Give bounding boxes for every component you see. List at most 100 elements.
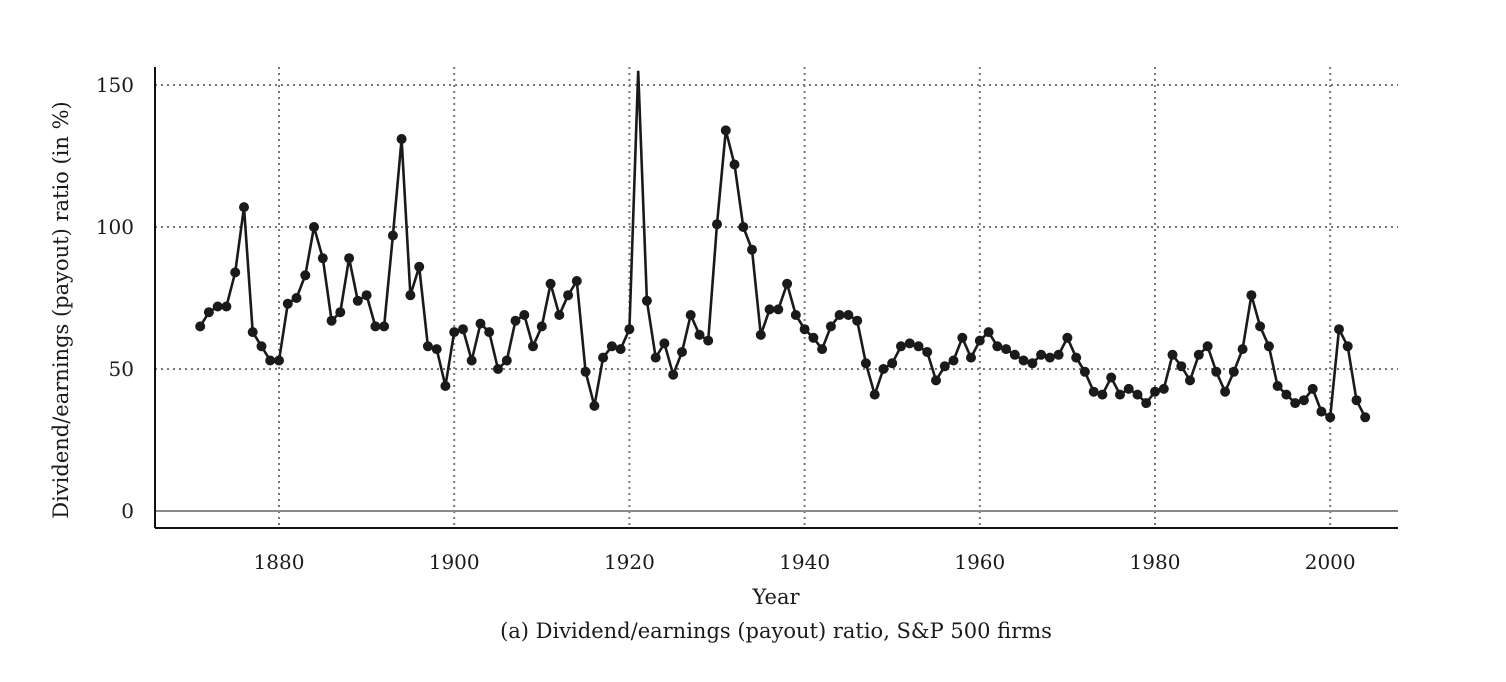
data-point bbox=[370, 321, 381, 332]
data-point bbox=[589, 400, 600, 411]
data-point bbox=[703, 335, 714, 346]
data-point bbox=[379, 321, 390, 332]
data-point bbox=[974, 335, 985, 346]
data-point bbox=[274, 355, 284, 366]
data-point bbox=[729, 159, 740, 170]
data-point bbox=[458, 324, 468, 335]
data-point bbox=[519, 310, 530, 320]
data-point bbox=[1123, 383, 1134, 394]
chart-caption: (a) Dividend/earnings (payout) ratio, S&… bbox=[500, 619, 1052, 643]
data-point bbox=[396, 134, 407, 144]
data-point bbox=[291, 293, 302, 303]
y-tick-label: 50 bbox=[109, 357, 134, 381]
data-point bbox=[1158, 383, 1169, 394]
data-point bbox=[896, 341, 906, 352]
data-point bbox=[720, 125, 731, 136]
data-point bbox=[580, 366, 591, 377]
data-point bbox=[755, 329, 766, 340]
y-tick-label: 0 bbox=[121, 499, 134, 523]
data-point bbox=[440, 381, 451, 391]
y-tick-labels: 0 50 100 150 bbox=[96, 73, 134, 523]
data-point bbox=[1351, 395, 1362, 406]
data-point bbox=[1009, 349, 1020, 360]
data-point bbox=[1237, 344, 1248, 355]
data-point bbox=[563, 290, 574, 301]
data-point bbox=[1325, 412, 1336, 423]
x-tick-label: 1920 bbox=[604, 550, 655, 574]
data-point bbox=[904, 338, 915, 349]
x-tick-label: 2000 bbox=[1305, 550, 1356, 574]
data-point bbox=[624, 324, 635, 335]
x-tick-label: 1940 bbox=[779, 550, 830, 574]
data-point bbox=[265, 355, 276, 366]
data-point bbox=[1290, 398, 1301, 409]
data-point bbox=[212, 301, 223, 312]
data-point bbox=[694, 329, 705, 340]
data-point bbox=[606, 341, 617, 352]
data-point bbox=[493, 364, 503, 374]
data-point bbox=[571, 276, 582, 286]
data-point bbox=[913, 341, 924, 352]
data-point bbox=[466, 355, 477, 366]
data-point bbox=[1071, 352, 1082, 363]
data-point bbox=[869, 389, 880, 400]
data-point bbox=[790, 310, 801, 320]
data-point bbox=[1263, 341, 1274, 352]
data-point bbox=[948, 355, 959, 366]
data-point bbox=[1272, 381, 1283, 391]
data-point bbox=[352, 295, 363, 306]
data-point bbox=[1088, 386, 1099, 397]
axes bbox=[154, 67, 1398, 529]
data-point bbox=[221, 301, 232, 312]
data-point bbox=[860, 358, 871, 369]
data-point bbox=[449, 327, 460, 338]
data-point bbox=[677, 347, 687, 357]
data-point bbox=[545, 278, 556, 289]
data-point bbox=[1132, 389, 1143, 400]
data-point bbox=[1115, 389, 1125, 400]
data-point bbox=[887, 358, 898, 369]
data-point bbox=[1001, 344, 1012, 355]
data-point bbox=[1097, 389, 1108, 400]
payout-series bbox=[195, 70, 1371, 423]
data-point bbox=[939, 361, 950, 372]
data-point bbox=[317, 253, 328, 264]
data-point bbox=[834, 310, 845, 320]
y-tick-label: 100 bbox=[96, 215, 134, 239]
data-point bbox=[1202, 341, 1213, 352]
data-point bbox=[1246, 290, 1257, 301]
y-axis-title: Dividend/earnings (payout) ratio (in %) bbox=[49, 101, 73, 518]
x-tick-label: 1880 bbox=[254, 550, 305, 574]
data-point bbox=[239, 202, 249, 213]
data-point bbox=[825, 321, 836, 332]
data-point bbox=[1316, 406, 1327, 417]
data-point bbox=[1255, 321, 1266, 332]
data-point bbox=[1220, 386, 1231, 397]
data-point bbox=[922, 347, 933, 357]
data-point bbox=[747, 244, 757, 255]
data-point bbox=[256, 341, 267, 352]
data-point bbox=[1334, 324, 1344, 335]
data-point bbox=[528, 341, 538, 352]
data-point bbox=[878, 364, 889, 374]
data-point bbox=[344, 253, 355, 264]
data-point bbox=[615, 344, 626, 355]
data-point bbox=[1018, 355, 1029, 366]
data-point bbox=[808, 332, 819, 343]
gridlines bbox=[155, 67, 1398, 528]
data-point bbox=[738, 222, 749, 232]
data-point bbox=[1079, 366, 1090, 377]
data-point bbox=[659, 338, 670, 349]
data-point bbox=[957, 332, 968, 343]
x-tick-labels: 1880 1900 1920 1940 1960 1980 2000 bbox=[254, 550, 1356, 574]
data-point bbox=[554, 310, 565, 320]
data-point bbox=[1211, 366, 1222, 377]
data-point bbox=[641, 295, 652, 306]
data-point bbox=[817, 344, 828, 355]
data-point bbox=[501, 355, 512, 366]
data-point bbox=[799, 324, 810, 335]
data-point bbox=[685, 310, 696, 320]
data-point bbox=[387, 230, 398, 241]
data-point bbox=[1044, 352, 1055, 363]
